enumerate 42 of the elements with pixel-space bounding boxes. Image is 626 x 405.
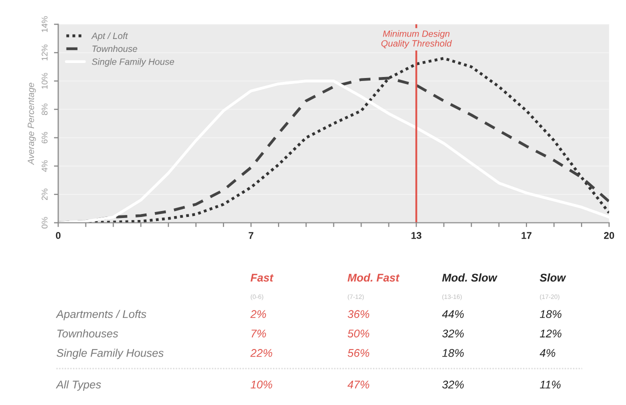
text: Townhouses [57, 329, 118, 338]
x-tick-label: 20 [604, 232, 614, 239]
text: 10% [250, 380, 272, 389]
y-axis-title: Average Percentage [28, 82, 36, 166]
text: 2% [250, 310, 266, 318]
text: 4% [540, 349, 556, 357]
y-tick-label: 0% [42, 217, 48, 228]
text: 56% [348, 349, 370, 357]
y-tick-label: 8% [42, 104, 48, 116]
x-tick-label: 0 [56, 232, 61, 239]
legend-label: Townhouse [92, 45, 138, 52]
y-tick-label: 6% [42, 132, 48, 144]
text: 44% [442, 310, 464, 318]
x-tick-label: 13 [411, 232, 422, 239]
y-tick-label: 10% [42, 72, 48, 89]
text: 50% [348, 330, 370, 338]
y-tick-label: 12% [42, 44, 48, 60]
legend-label: Apt / Loft [91, 32, 128, 41]
text: Fast [250, 274, 274, 282]
text: 18% [540, 310, 562, 318]
y-tick-label: 2% [42, 188, 48, 200]
text: Single Family Houses [56, 348, 164, 360]
text: 11% [540, 380, 561, 388]
legend-label: Single Family House [92, 58, 174, 67]
text: 18% [442, 349, 464, 357]
text: 32% [442, 380, 464, 389]
text: 12% [540, 330, 562, 338]
x-tick-label: 7 [248, 232, 254, 239]
text: Apartments / Lofts [56, 310, 146, 320]
text: 32% [442, 330, 464, 338]
text: 7% [252, 330, 266, 338]
text: Slow [540, 273, 566, 282]
text: 47% [348, 380, 370, 388]
text: Mod. Slow [442, 273, 498, 282]
x-tick-label: 17 [522, 232, 532, 239]
text: Mod. Fast [348, 273, 400, 282]
y-tick-label: 4% [42, 160, 48, 172]
ref-line-label: Minimum Design Quality Threshold [381, 30, 452, 48]
text: All Types [56, 380, 101, 391]
text: 22% [250, 349, 272, 357]
text: 36% [348, 310, 370, 318]
y-tick-label: 14% [42, 16, 48, 32]
